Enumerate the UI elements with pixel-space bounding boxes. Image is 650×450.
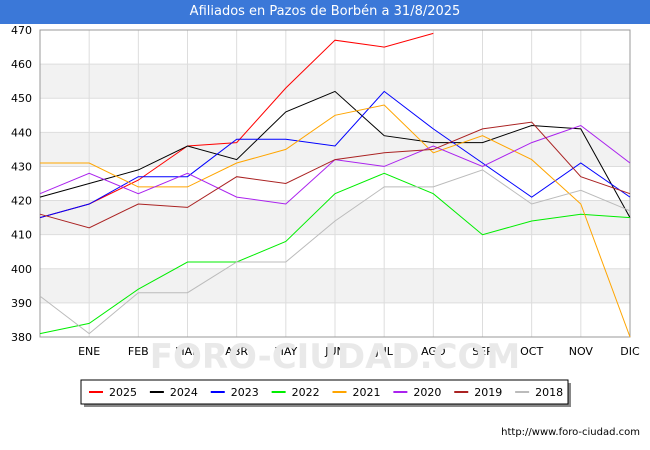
grid [39,29,631,338]
legend-label-2018: 2018 [535,386,563,399]
x-tick-label: MAR [175,345,200,358]
x-tick-label: JUN [324,345,345,358]
x-tick-label: SEP [472,345,493,358]
series-line-2021 [40,104,631,338]
series-lines [39,32,631,338]
watermark: FORO-CIUDAD.COM [150,337,521,377]
x-tick-label: AGO [421,345,446,358]
x-tick-label: ABR [225,345,248,358]
x-tick-label: MAY [274,345,297,358]
series-line-2019 [39,121,631,229]
legend: 2025 2024 2023 2022 2021 2020 2019 2018 [80,379,571,407]
y-tick-label: 420 [11,195,32,208]
legend-label-2021: 2021 [353,386,381,399]
legend-label-2023: 2023 [231,386,259,399]
y-axis-ticks: 380 390 400 410 420 430 440 450 460 470 [11,24,32,344]
series-line-2024 [39,90,631,218]
watermark-text: FORO-CIUDAD.COM [150,337,521,377]
x-tick-label: FEB [128,345,149,358]
legend-label-2024: 2024 [170,386,198,399]
x-tick-label: OCT [520,345,543,358]
y-tick-label: 470 [11,24,32,37]
x-tick-label: ENE [78,345,100,358]
y-tick-label: 410 [11,229,32,242]
x-tick-label: NOV [569,345,594,358]
y-tick-label: 380 [11,331,32,344]
y-tick-label: 440 [11,126,32,139]
series-line-2025 [39,32,434,219]
y-tick-label: 450 [11,92,32,105]
x-tick-label: JUL [374,345,393,358]
series-line-2018 [39,169,631,335]
source-url[interactable]: http://www.foro-ciudad.com [501,427,640,438]
chart-title: Afiliados en Pazos de Borbén a 31/8/2025 [0,0,650,24]
y-tick-label: 400 [11,263,32,276]
y-tick-label: 460 [11,58,32,71]
series-line-2023 [39,90,631,219]
y-tick-label: 390 [11,297,32,310]
legend-label-2025: 2025 [109,386,137,399]
series-line-2022 [39,172,631,335]
legend-label-2022: 2022 [292,386,320,399]
x-tick-label: DIC [620,345,640,358]
legend-label-2020: 2020 [413,386,441,399]
legend-label-2019: 2019 [474,386,502,399]
y-tick-label: 430 [11,160,32,173]
plot-border [39,29,631,338]
x-axis-ticks: ENE FEB MAR ABR MAY JUN JUL AGO SEP OCT NOV DIC [78,345,640,358]
